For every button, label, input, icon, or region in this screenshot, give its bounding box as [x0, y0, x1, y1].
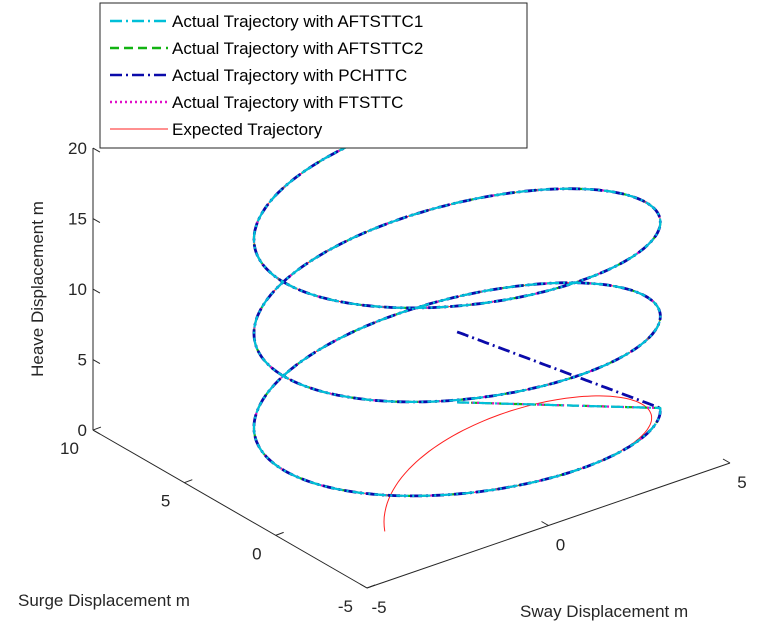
x-tick-mark	[359, 583, 368, 589]
y-tick-mark	[366, 584, 376, 589]
y-tick-label: 10	[60, 439, 79, 458]
legend-box	[99, 2, 528, 149]
z-tick-label: 15	[68, 210, 87, 229]
y-tick-label: 5	[161, 492, 170, 511]
y-tick-mark	[92, 426, 102, 431]
series-line	[253, 137, 661, 532]
x-tick-mark	[541, 521, 549, 526]
series-line	[252, 136, 662, 498]
legend-entry: Actual Trajectory with AFTSTTC1	[172, 12, 423, 31]
legend-entry: Actual Trajectory with AFTSTTC2	[172, 39, 423, 58]
y-axis-label: Surge Displacement m	[18, 591, 190, 610]
z-tick-mark	[92, 359, 101, 364]
x-tick-label: 0	[556, 536, 565, 555]
y-axis-line	[92, 429, 368, 589]
series-line	[252, 137, 662, 497]
x-axis-label: Sway Displacement m	[520, 602, 688, 621]
x-tick-label: 5	[737, 473, 746, 492]
z-tick-mark	[92, 429, 101, 435]
y-tick-label: -5	[338, 597, 353, 616]
z-tick-mark	[92, 288, 101, 294]
x-tick-mark	[722, 458, 731, 464]
x-tick-label: -5	[371, 598, 386, 617]
y-tick-mark	[184, 479, 193, 484]
legend-items: Actual Trajectory with AFTSTTC1 Actual Tr…	[110, 12, 423, 139]
z-tick-mark	[92, 147, 101, 153]
ticks: 0 5 10 15 20 -5 0 5 10 -5 0 5	[60, 139, 747, 617]
legend-entry: Expected Trajectory	[172, 120, 323, 139]
legend-entry: Actual Trajectory with PCHTTC	[172, 66, 407, 85]
y-tick-label: 0	[252, 544, 261, 563]
z-tick-mark	[92, 218, 101, 223]
legend: Actual Trajectory with AFTSTTC1 Actual Tr…	[99, 2, 528, 149]
z-tick-label: 0	[77, 421, 86, 440]
series-line	[252, 137, 662, 497]
series-line	[252, 137, 662, 497]
z-tick-label: 10	[68, 280, 87, 299]
z-axis-label: Heave Displacement m	[28, 201, 47, 377]
z-tick-label: 20	[68, 139, 87, 158]
legend-entry: Actual Trajectory with FTSTTC	[172, 93, 403, 112]
trajectories	[252, 136, 662, 532]
z-tick-label: 5	[77, 351, 86, 370]
y-tick-mark	[275, 531, 284, 536]
